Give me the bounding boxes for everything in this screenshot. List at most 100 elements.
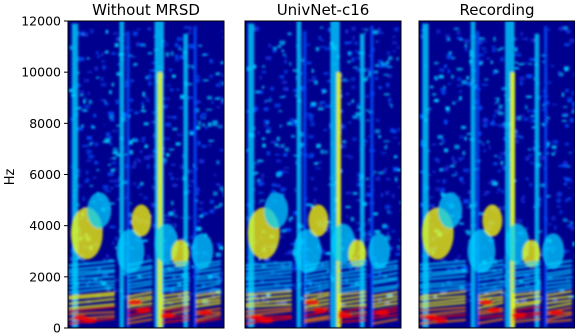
spectrogram-cell [348, 121, 352, 124]
spectrogram-cell [547, 223, 553, 226]
spectrogram-cell [133, 161, 137, 166]
spectrogram-cell [170, 163, 176, 166]
spectrogram-cell [355, 199, 362, 202]
spectrogram-cell [213, 191, 218, 196]
spectrogram-cell [283, 95, 287, 98]
spectrogram-cell [83, 99, 86, 104]
spectrogram-cell [295, 75, 298, 81]
spectrogram-cell [382, 169, 387, 174]
spectrogram-cell [217, 277, 223, 282]
spectrogram-cell [356, 221, 359, 225]
spectrogram-cell [494, 109, 501, 114]
spectrogram-cell [390, 128, 395, 133]
spectrogram-cell [189, 130, 194, 136]
spectrogram-cell [498, 156, 503, 160]
spectrogram-cell [276, 184, 281, 188]
spectrogram-cell [571, 106, 575, 112]
spectrogram-cell [444, 64, 447, 68]
spectrogram-cell [357, 173, 361, 177]
harmonic-band [478, 280, 504, 287]
spectrogram-cell [82, 196, 85, 202]
spectrogram-cell [305, 116, 310, 119]
spectrogram-image [245, 21, 401, 328]
y-tick-label: 10000 [21, 65, 61, 80]
spectrogram-cell [309, 117, 314, 122]
spectrogram-cell [561, 92, 565, 97]
spectrogram-cell [252, 294, 258, 298]
spectrogram-cell [390, 103, 393, 108]
harmonic-band [478, 290, 504, 298]
spectrogram-cell [516, 139, 519, 144]
spectrogram-cell [396, 281, 400, 287]
spectrogram-cell [464, 44, 468, 47]
spectrogram-cell [77, 83, 82, 87]
spectrogram-cell [566, 30, 571, 34]
spectrogram-cell [214, 97, 220, 100]
spectrogram-cell [352, 66, 358, 69]
harmonic-band [68, 268, 115, 274]
spectrogram-cell [464, 136, 467, 141]
spectrogram-cell [137, 275, 142, 278]
spectrogram-cell [198, 215, 204, 218]
spectrogram-cell [261, 137, 266, 141]
spectrogram-cell [148, 81, 152, 86]
spectrogram-cell [98, 267, 102, 270]
spectrogram-cell [551, 103, 558, 106]
spectrogram-cell [206, 96, 213, 100]
spectrogram-cell [572, 241, 575, 247]
spectrogram-cell [114, 278, 119, 282]
spectrogram-cell [282, 170, 287, 174]
spectrogram-cell [528, 63, 533, 65]
spectrogram-cell [109, 90, 112, 95]
spectrogram-cell [109, 158, 115, 160]
spectrogram-cell [191, 64, 194, 69]
harmonic-band [512, 317, 541, 324]
spectrogram-cell [567, 97, 573, 102]
spectrogram-cell [127, 212, 132, 217]
spectrogram-cell [114, 246, 118, 249]
spectrogram-cell [518, 280, 523, 283]
spectrogram-cell [563, 182, 567, 186]
panel-frame [418, 20, 575, 329]
spectrogram-cell [348, 102, 352, 106]
spectrogram-blob [87, 192, 112, 229]
harmonic-band [304, 317, 330, 324]
spectrogram-cell [121, 295, 127, 299]
spectrogram-cell [386, 66, 392, 68]
spectrogram-cell [568, 151, 572, 154]
spectrogram-cell [284, 70, 288, 74]
spectrogram-cell [448, 51, 452, 56]
spectrogram-cell [567, 187, 570, 189]
harmonic-band [546, 290, 573, 297]
spectrogram-cell [130, 79, 134, 83]
spectrogram-cell [265, 99, 272, 102]
spectrogram-cell [307, 61, 312, 65]
spectrogram-cell [284, 252, 290, 255]
spectrogram-cell [385, 177, 391, 181]
harmonic-band [304, 260, 330, 268]
spectrogram-cell [107, 172, 114, 176]
spectrogram-column [193, 26, 197, 328]
harmonic-band [304, 283, 330, 291]
spectrogram-cell [316, 161, 323, 164]
spectrogram-cell [84, 179, 89, 183]
spectrogram-cell [209, 59, 213, 64]
spectrogram-cell [464, 39, 469, 44]
spectrogram-cell [362, 260, 368, 264]
spectrogram-cell [513, 300, 520, 303]
spectrogram-hotspot [259, 317, 274, 324]
spectrogram-cell [80, 276, 85, 279]
spectrogram-cell [349, 267, 353, 270]
harmonic-band [195, 295, 222, 302]
spectrogram-cell [348, 51, 351, 56]
harmonic-band [546, 275, 573, 281]
spectrogram-cell [461, 125, 466, 130]
spectrogram-cell [446, 37, 451, 42]
spectrogram-cell [149, 214, 153, 218]
spectrogram-cell [102, 258, 107, 261]
spectrogram-cell [552, 298, 558, 301]
spectrogram-cell [133, 63, 138, 66]
spectrogram-cell [491, 119, 495, 122]
spectrogram-cell [136, 28, 141, 31]
harmonic-band [68, 305, 115, 313]
